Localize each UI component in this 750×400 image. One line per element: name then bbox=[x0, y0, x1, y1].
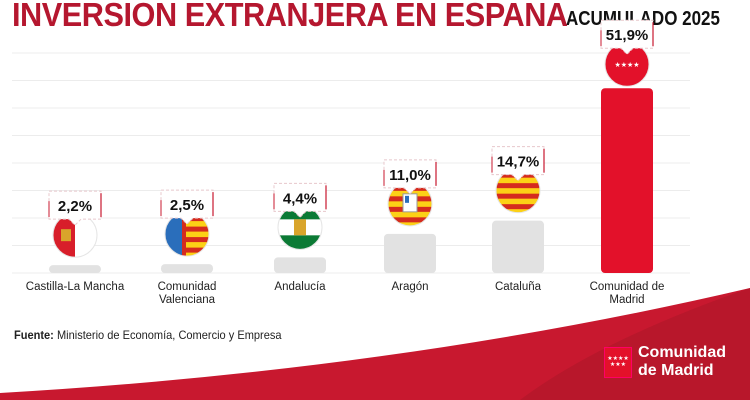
bar-4 bbox=[492, 220, 544, 273]
category-label: Comunidad bbox=[158, 281, 217, 293]
svg-text:★★★★: ★★★★ bbox=[614, 61, 639, 69]
data-label: 2,5% bbox=[170, 197, 204, 214]
source-note: Fuente: Ministerio de Economía, Comercio… bbox=[14, 328, 282, 342]
bar-0 bbox=[49, 265, 101, 273]
chart-title: INVERSION EXTRANJERA EN ESPANA bbox=[12, 0, 568, 33]
data-label: 4,4% bbox=[283, 190, 317, 207]
category-label: Cataluña bbox=[495, 281, 542, 293]
data-label: 11,0% bbox=[389, 167, 431, 184]
data-label-callout: 14,7% bbox=[491, 146, 545, 182]
data-label-callout: 2,2% bbox=[48, 190, 102, 226]
category-label: Valenciana bbox=[159, 294, 216, 306]
comunidad-madrid-logo: ★★★★ ★★★ Comunidad de Madrid bbox=[604, 344, 726, 380]
bar-2 bbox=[274, 257, 326, 273]
bar-5 bbox=[601, 88, 653, 274]
category-label: Andalucía bbox=[274, 281, 326, 293]
bar-3 bbox=[384, 233, 436, 273]
data-label: 2,2% bbox=[58, 198, 92, 215]
bar-1 bbox=[161, 264, 213, 273]
category-label: Comunidad de bbox=[590, 281, 665, 293]
category-label: Madrid bbox=[609, 294, 644, 306]
category-label: Castilla-La Mancha bbox=[26, 281, 125, 293]
data-label-callout: 4,4% bbox=[273, 182, 327, 219]
data-label-callout: 51,9% bbox=[600, 19, 654, 55]
data-label: 51,9% bbox=[606, 27, 649, 44]
madrid-stars-icon: ★★★★ ★★★ bbox=[604, 346, 632, 378]
data-label-callout: 11,0% bbox=[383, 159, 437, 195]
data-label: 14,7% bbox=[497, 154, 540, 171]
category-label: Aragón bbox=[391, 281, 428, 293]
footer-swoosh-dark bbox=[520, 288, 750, 400]
data-label-callout: 2,5% bbox=[160, 189, 214, 225]
